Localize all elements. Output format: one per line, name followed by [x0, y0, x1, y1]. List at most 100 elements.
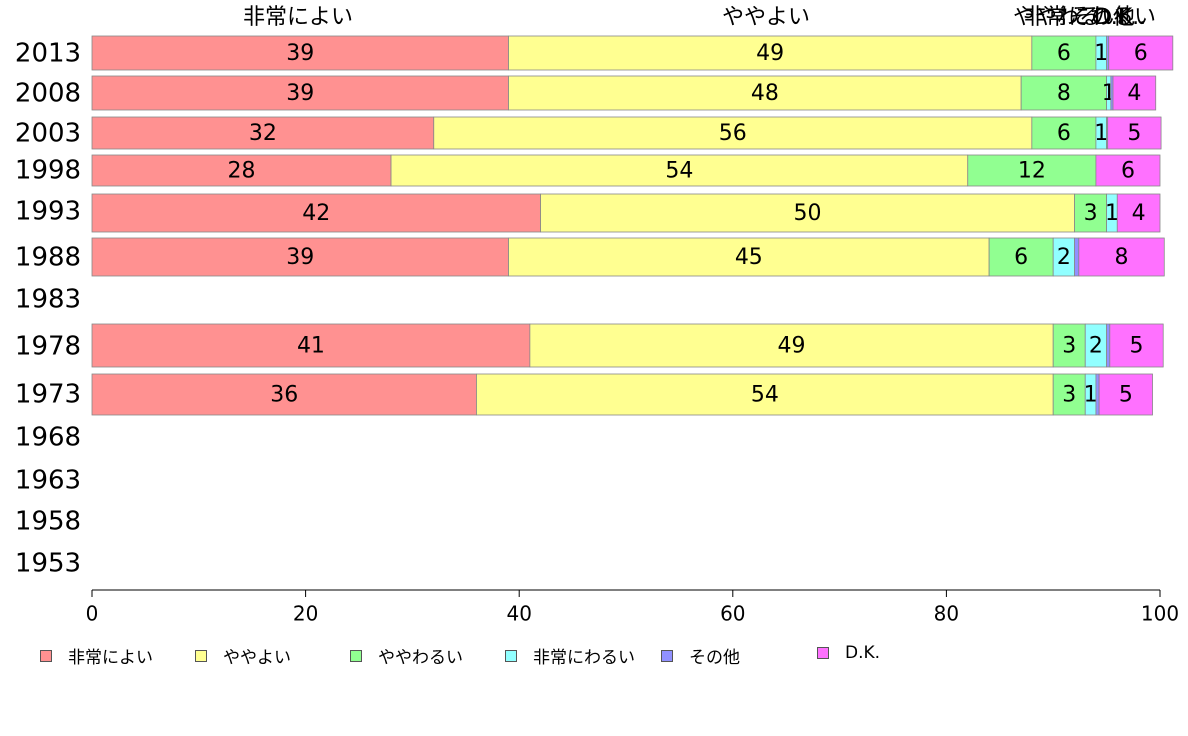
legend-swatch-0 — [40, 649, 52, 662]
data-label-1988-series-3: 2 — [1057, 245, 1071, 270]
bar-1988-series-1 — [508, 237, 990, 277]
data-label-1978-series-5: 5 — [1130, 334, 1144, 359]
bar-1978-series-1 — [529, 323, 1054, 368]
bar-2013-series-5 — [1108, 35, 1174, 71]
bar-1973-series-0 — [91, 373, 477, 416]
bar-1978-series-4 — [1106, 323, 1111, 368]
data-label-1988-series-5: 8 — [1115, 245, 1129, 270]
legend-item-2: ややわるい — [350, 643, 463, 668]
top-label-1: ややよい — [722, 5, 810, 30]
data-label-1998-series-5: 6 — [1121, 159, 1135, 184]
bar-1998-series-1 — [390, 154, 969, 187]
x-tick-label-60: 60 — [720, 602, 745, 626]
data-label-1988-series-0: 39 — [286, 245, 314, 270]
legend-label-3: 非常にわるい — [533, 648, 635, 668]
data-label-1973-series-5: 5 — [1119, 383, 1133, 408]
legend-item-0: 非常によい — [40, 643, 153, 668]
data-label-2013-series-5: 6 — [1134, 41, 1148, 66]
bar-1993-series-5 — [1116, 193, 1161, 233]
x-tick-label-20: 20 — [293, 602, 318, 626]
y-label-1953: 1953 — [15, 549, 81, 579]
y-label-2008: 2008 — [15, 79, 81, 109]
legend-swatch-2 — [350, 649, 362, 662]
top-label-3: 非常にわるい — [1024, 5, 1156, 30]
legend-swatch-3 — [505, 649, 517, 662]
legend-item-1: ややよい — [195, 643, 291, 668]
bar-1998-series-2 — [967, 154, 1097, 187]
y-label-2013: 2013 — [15, 39, 81, 69]
x-axis: 0 20 40 60 80 100 — [86, 589, 1179, 626]
data-label-1993-series-1: 50 — [794, 201, 822, 226]
x-tick-label-100: 100 — [1141, 602, 1179, 626]
bar-1993-series-2 — [1074, 193, 1108, 233]
bars: 39 49 6 1 639 48 8 1 432 56 6 1 528 54 12 642 50 3 1 439 45 6… — [91, 35, 1174, 416]
data-label-2013-series-0: 39 — [286, 41, 314, 66]
data-label-1988-series-1: 45 — [735, 245, 763, 270]
legend-label-2: ややわるい — [378, 648, 463, 668]
y-label-1988: 1988 — [15, 243, 81, 273]
top-label-2: ややわるい — [1013, 5, 1123, 30]
top-label-4: その他 — [1069, 5, 1135, 30]
bar-1993-series-1 — [540, 193, 1075, 233]
bar-1978-series-2 — [1052, 323, 1086, 368]
data-label-2008-series-2: 8 — [1057, 81, 1071, 106]
data-label-2003-series-1: 56 — [719, 121, 747, 146]
data-label-1998-series-0: 28 — [228, 159, 256, 184]
bar-1988-series-2 — [988, 237, 1054, 277]
data-label-2008-series-5: 4 — [1127, 81, 1141, 106]
x-tick-label-40: 40 — [506, 602, 531, 626]
legend-item-4: その他 — [661, 643, 740, 668]
bar-1988-series-4 — [1074, 237, 1080, 277]
bar-1978-series-5 — [1109, 323, 1164, 368]
bar-1973-series-1 — [476, 373, 1054, 416]
y-label-1978: 1978 — [15, 332, 81, 362]
data-label-1978-series-3: 2 — [1089, 334, 1103, 359]
bar-2008-series-5 — [1112, 75, 1157, 111]
bar-2003-series-5 — [1107, 116, 1162, 150]
legend-item-3: 非常にわるい — [505, 643, 635, 668]
data-label-1993-series-0: 42 — [302, 201, 330, 226]
x-tick-label-80: 80 — [934, 602, 959, 626]
bar-1973-series-2 — [1052, 373, 1086, 416]
legend-swatch-1 — [195, 649, 207, 662]
legend-swatch-5 — [817, 647, 829, 659]
bar-2003-series-0 — [91, 116, 435, 150]
data-label-2008-series-1: 48 — [751, 81, 779, 106]
y-label-1983: 1983 — [15, 285, 81, 315]
data-label-1993-series-3: 1 — [1105, 201, 1119, 226]
y-label-1968: 1968 — [15, 423, 81, 453]
data-label-1973-series-2: 3 — [1062, 383, 1076, 408]
data-label-1993-series-2: 3 — [1084, 201, 1098, 226]
y-label-1998: 1998 — [15, 156, 81, 186]
y-label-1958: 1958 — [15, 507, 81, 537]
data-label-1978-series-1: 49 — [778, 334, 806, 359]
bar-2008-series-0 — [91, 75, 509, 111]
data-label-2003-series-3: 1 — [1094, 121, 1108, 146]
data-label-1988-series-2: 6 — [1014, 245, 1028, 270]
bar-1988-series-0 — [91, 237, 509, 277]
data-label-1973-series-3: 1 — [1084, 383, 1098, 408]
y-label-2003: 2003 — [15, 119, 81, 149]
bar-1973-series-4 — [1095, 373, 1100, 416]
data-label-1998-series-1: 54 — [665, 159, 693, 184]
data-label-1973-series-1: 54 — [751, 383, 779, 408]
bar-2003-series-1 — [433, 116, 1033, 150]
data-label-1993-series-5: 4 — [1132, 201, 1146, 226]
data-label-2008-series-0: 39 — [286, 81, 314, 106]
bar-2008-series-1 — [508, 75, 1022, 111]
data-label-1973-series-0: 36 — [270, 383, 298, 408]
data-label-1978-series-0: 41 — [297, 334, 325, 359]
data-label-2003-series-2: 6 — [1057, 121, 1071, 146]
legend-label-0: 非常によい — [68, 648, 153, 668]
y-label-1973: 1973 — [15, 380, 81, 410]
bar-2008-series-2 — [1020, 75, 1107, 111]
bar-2013-series-2 — [1031, 35, 1097, 71]
data-label-1998-series-2: 12 — [1018, 159, 1046, 184]
y-label-1993: 1993 — [15, 197, 81, 227]
data-label-2003-series-5: 5 — [1127, 121, 1141, 146]
legend-swatch-4 — [661, 649, 673, 662]
x-tick-label-0: 0 — [86, 602, 99, 626]
bar-1998-series-0 — [91, 154, 392, 187]
bar-1978-series-0 — [91, 323, 531, 368]
